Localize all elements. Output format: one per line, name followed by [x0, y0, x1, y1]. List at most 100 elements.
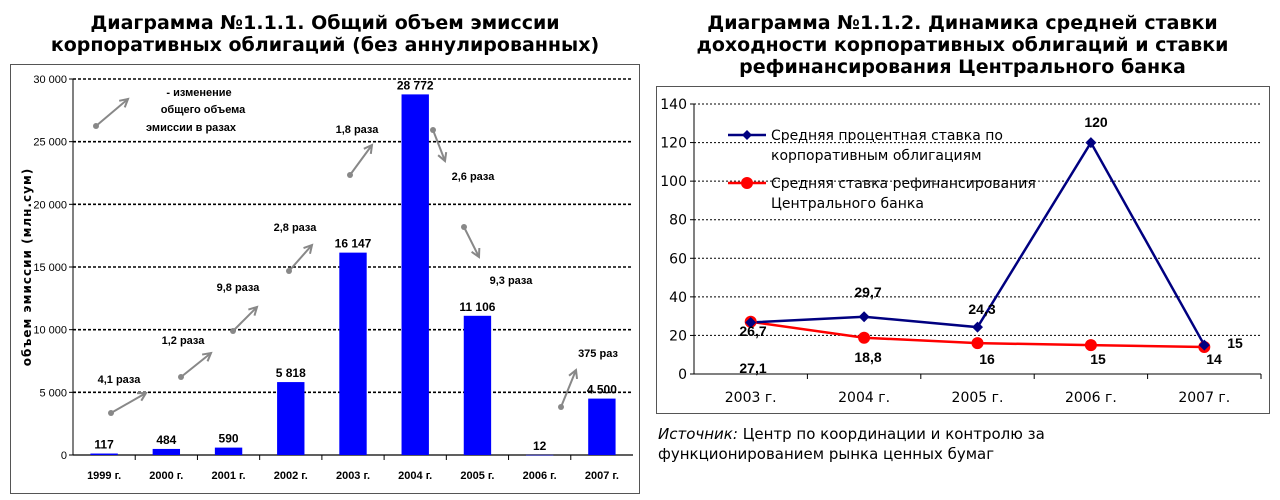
x-tick-label: 2003 г. [336, 470, 370, 482]
change-annotation: 4,1 раза [98, 374, 142, 386]
legend-marker-refinancing [741, 177, 753, 189]
line-chart: 0 20 40 60 80 100 120 140 2003 г. 2004 г. 2005 г. 2… [660, 97, 1262, 406]
y-tick-label: 80 [669, 213, 687, 229]
legend-text: - изменение [166, 87, 231, 99]
data-label-corporate: 24,3 [968, 301, 995, 317]
x-tick-label: 2003 г. [725, 390, 777, 406]
bar-value-label: 28 772 [397, 78, 434, 92]
legend-text: эмиссии в разах [146, 122, 237, 134]
x-tick-label: 2005 г. [460, 470, 494, 482]
change-arrow-head [248, 305, 259, 316]
source-text: функционированием рынка ценных бумаг [658, 445, 995, 463]
chart1-title: Диаграмма №1.1.1. Общий объем эмиссии ко… [10, 12, 640, 56]
bar [90, 453, 118, 455]
series-point-corporate [745, 317, 757, 329]
bar [152, 448, 181, 455]
y-tick-label: 20 000 [33, 199, 67, 211]
series-point-refinancing [1084, 339, 1097, 352]
bar [214, 447, 243, 455]
change-arrow [232, 306, 258, 332]
bar [339, 252, 367, 455]
change-arrow-head [471, 247, 481, 259]
change-arrow-head [437, 151, 448, 163]
legend-label-refinancing: Центрального банка [771, 196, 924, 212]
change-arrow [349, 144, 373, 176]
legend-text: общего объема [161, 104, 246, 116]
change-annotation: 9,3 раза [490, 275, 534, 287]
x-tick-label: 2000 г. [149, 470, 183, 482]
change-arrow [463, 226, 480, 258]
y-tick-label: 140 [660, 97, 687, 113]
x-tick-label: 2006 г. [523, 470, 557, 482]
chart2-title-line: доходности корпоративных облигаций и ста… [696, 34, 1229, 56]
bar-value-label: 117 [94, 438, 114, 452]
data-label-refinancing: 27,1 [739, 360, 766, 376]
change-annotation: 2,6 раза [452, 171, 496, 183]
x-tick-label: 2007 г. [1178, 390, 1230, 406]
bar-value-label: 11 106 [459, 300, 495, 314]
data-label-corporate: 26,7 [739, 323, 766, 339]
bar [277, 382, 305, 455]
change-arrow [432, 129, 446, 162]
y-tick-label: 5 000 [39, 387, 67, 399]
y-tick-label: 20 [669, 328, 687, 344]
change-arrow [180, 352, 212, 378]
series-point-corporate [1198, 339, 1210, 351]
legend-label-corporate: Средняя процентная ставка по [771, 128, 1003, 144]
x-tick-label: 2004 г. [398, 470, 432, 482]
x-tick-label: 2004 г. [838, 390, 890, 406]
data-label-refinancing: 16 [979, 351, 995, 367]
series-point-corporate [972, 321, 983, 333]
chart2-title-line: Диаграмма №1.1.2. Динамика средней ставк… [707, 12, 1218, 34]
bar [525, 454, 554, 456]
series-point-corporate [1085, 137, 1097, 149]
y-tick-label: 25 000 [33, 137, 67, 149]
data-label-corporate: 120 [1084, 114, 1108, 130]
x-tick-label: 2002 г. [274, 470, 308, 482]
legend-label-corporate: корпоративным облигациям [771, 148, 982, 164]
change-arrow [95, 98, 129, 127]
y-axis-label: объем эмиссии (млн.сум) [20, 168, 34, 366]
data-label-corporate: 29,7 [854, 284, 881, 300]
bar-chart-panel: 0 5 000 10 000 15 000 20 000 25 000 30 000 объе… [10, 64, 640, 494]
change-arrow-head [136, 391, 148, 402]
series-point-refinancing [971, 337, 984, 350]
bar [588, 398, 616, 455]
y-tick-label: 40 [669, 290, 687, 306]
change-arrow [560, 369, 577, 408]
y-tick-label: 120 [660, 136, 687, 152]
y-tick-label: 10 000 [33, 325, 67, 337]
change-arrow [110, 392, 147, 414]
bar-value-label: 5 818 [276, 366, 306, 380]
x-tick-label: 1999 г. [87, 470, 121, 482]
source-label: Источник: [658, 425, 738, 443]
series-point-refinancing [858, 331, 871, 344]
change-arrow-head [118, 97, 130, 108]
bar-value-label: 16 147 [335, 237, 372, 251]
change-annotation: 375 раз [578, 348, 618, 360]
change-arrow-head [201, 351, 213, 362]
series-point-corporate [858, 311, 870, 323]
source-text: Центр по координации и контролю за [737, 425, 1045, 443]
data-label-refinancing: 18,8 [854, 349, 881, 365]
chart1-title-line: корпоративных облигаций (без аннулирован… [50, 34, 600, 56]
data-label-corporate: 15 [1227, 335, 1243, 351]
x-tick-label: 2001 г. [212, 470, 246, 482]
y-tick-label: 15 000 [33, 262, 67, 274]
bar-value-label: 590 [219, 432, 239, 446]
legend-marker-corporate [742, 130, 752, 140]
change-arrow-head [568, 368, 579, 380]
bar-chart: 0 5 000 10 000 15 000 20 000 25 000 30 000 объе… [20, 74, 633, 482]
line-chart-panel: 0 20 40 60 80 100 120 140 2003 г. 2004 г. 2005 г. 2… [656, 86, 1270, 414]
x-tick-label: 2006 г. [1065, 390, 1117, 406]
change-annotation: 1,8 раза [336, 124, 380, 136]
chart2-title-line: рефинансирования Центрального банка [739, 56, 1186, 78]
bar-value-label: 12 [533, 439, 547, 453]
change-annotation: 2,8 раза [274, 222, 318, 234]
chart1-title-line: Диаграмма №1.1.1. Общий объем эмиссии [90, 12, 560, 34]
chart2-title: Диаграмма №1.1.2. Динамика средней ставк… [650, 12, 1275, 78]
change-arrow-head [303, 243, 314, 254]
bar [463, 315, 492, 455]
x-tick-label: 2005 г. [952, 390, 1004, 406]
y-tick-label: 0 [61, 450, 67, 462]
